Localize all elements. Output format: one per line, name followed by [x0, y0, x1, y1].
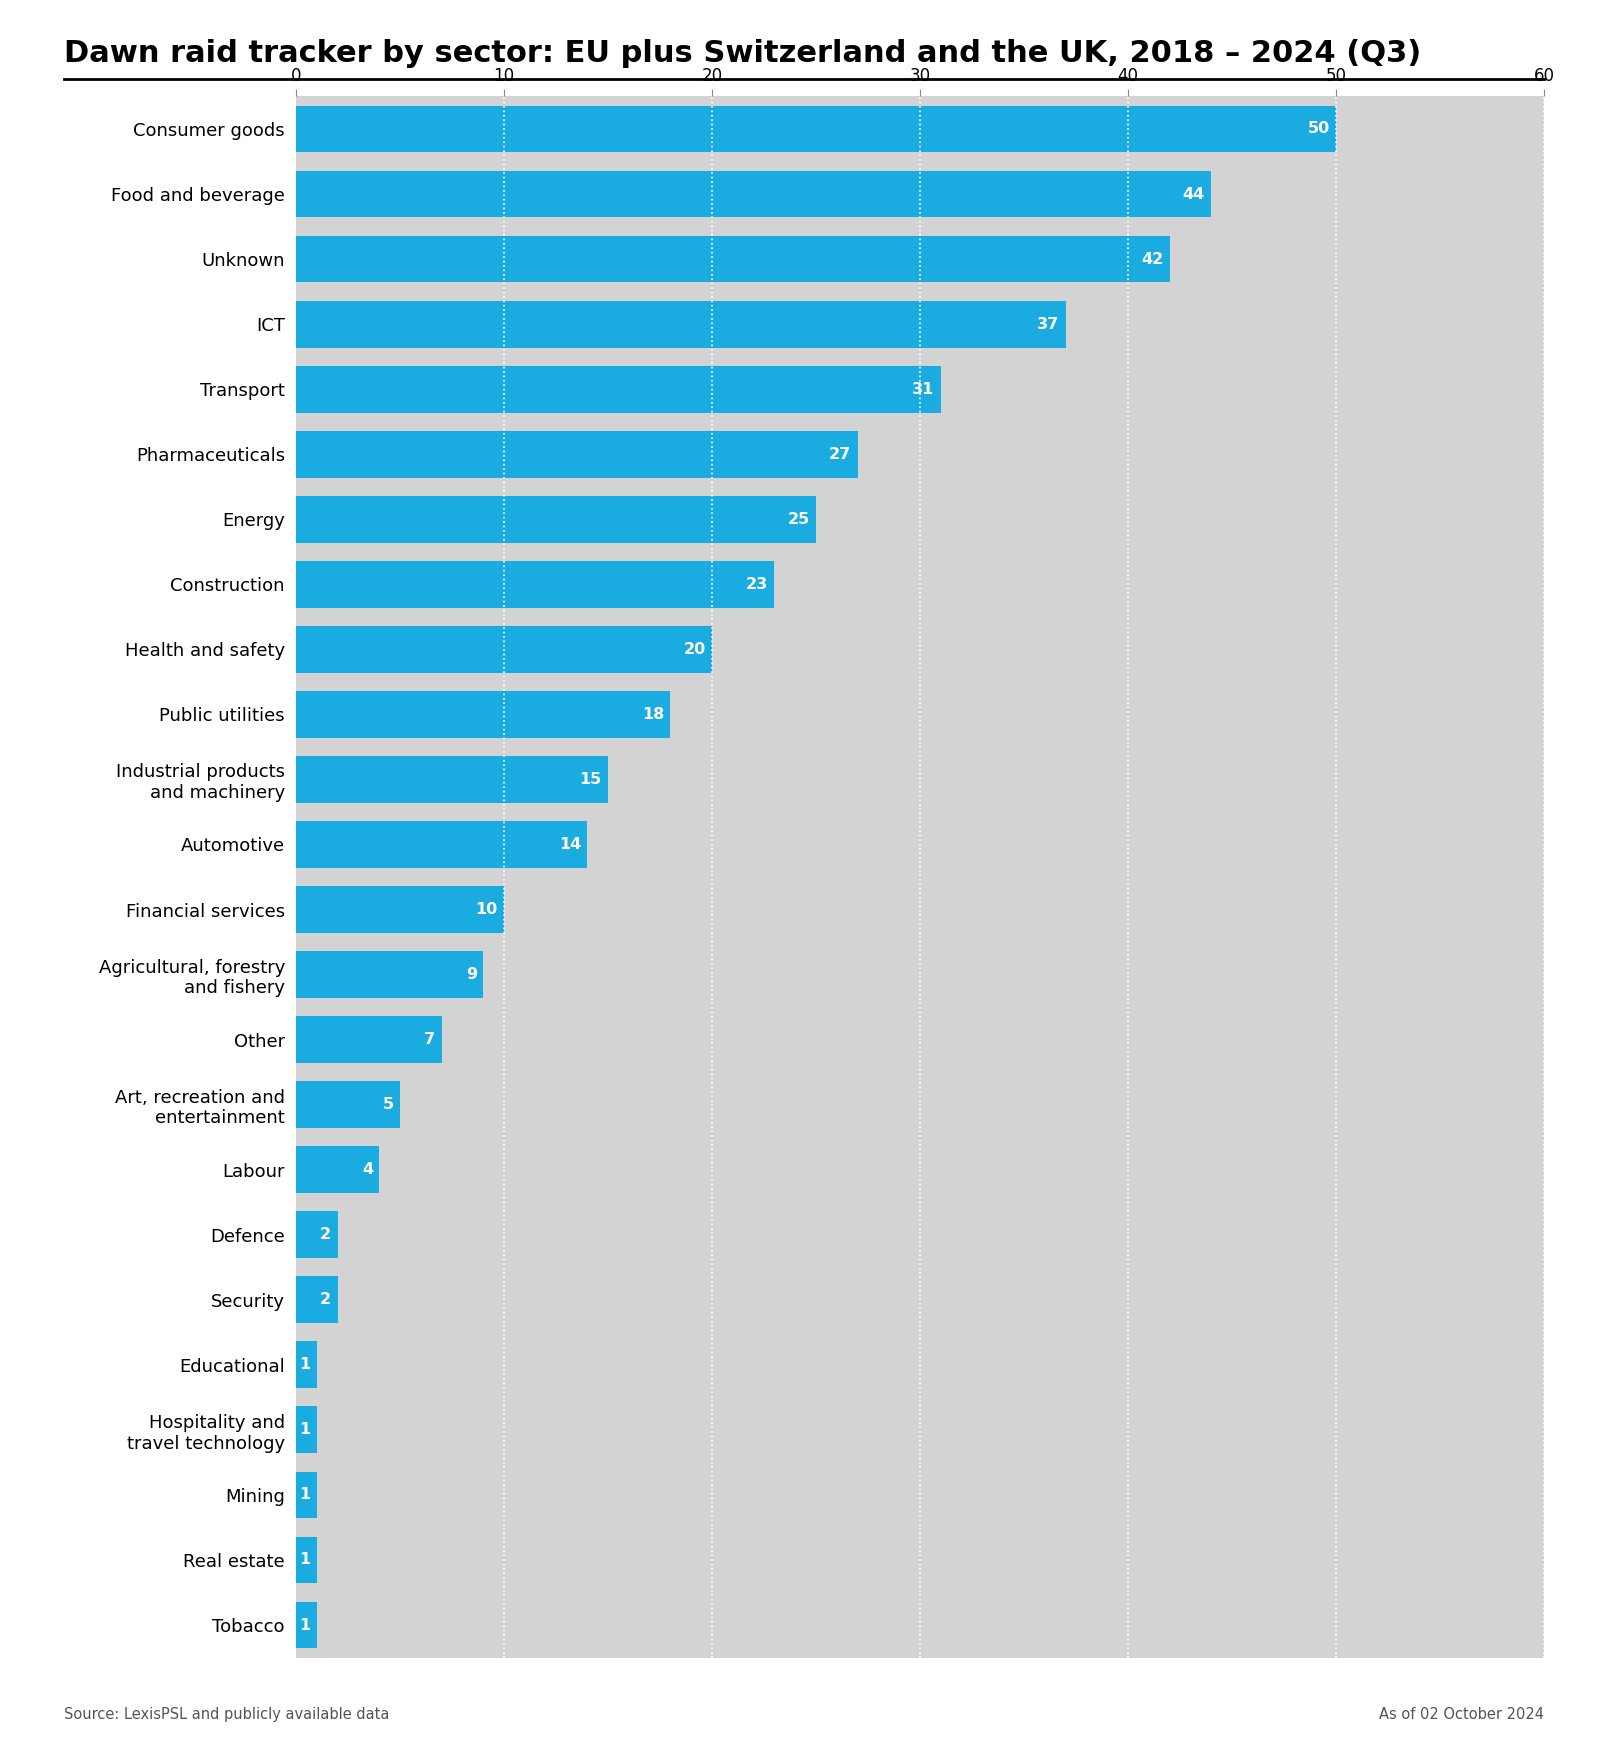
Bar — [296, 1593, 1544, 1658]
Text: 27: 27 — [829, 447, 851, 461]
Bar — [296, 1528, 1544, 1593]
Text: 2: 2 — [320, 1293, 331, 1307]
Bar — [296, 617, 1544, 682]
Bar — [296, 1266, 1544, 1333]
Text: 2: 2 — [320, 1228, 331, 1242]
Bar — [296, 105, 1336, 153]
Bar — [296, 161, 1544, 226]
Text: 1: 1 — [299, 1422, 310, 1437]
Text: 18: 18 — [642, 707, 664, 723]
Bar — [296, 356, 1544, 421]
Bar — [296, 553, 1544, 617]
Bar — [296, 942, 1544, 1007]
Bar — [296, 235, 1170, 282]
Bar — [296, 1472, 317, 1519]
Bar — [296, 1007, 1544, 1072]
Bar — [296, 1072, 1544, 1137]
Text: 1: 1 — [299, 1487, 310, 1503]
Text: 1: 1 — [299, 1552, 310, 1568]
Bar — [296, 291, 1544, 356]
Text: As of 02 October 2024: As of 02 October 2024 — [1379, 1707, 1544, 1722]
Bar — [296, 1342, 317, 1387]
Bar — [296, 1333, 1544, 1398]
Text: Dawn raid tracker by sector: EU plus Switzerland and the UK, 2018 – 2024 (Q3): Dawn raid tracker by sector: EU plus Swi… — [64, 39, 1421, 68]
Bar — [296, 1080, 400, 1128]
Bar — [296, 1463, 1544, 1528]
Bar — [296, 486, 1544, 553]
Text: 4: 4 — [362, 1163, 373, 1177]
Bar — [296, 1201, 1544, 1266]
Text: 37: 37 — [1037, 317, 1059, 332]
Bar — [296, 1147, 379, 1193]
Bar — [296, 1601, 317, 1649]
Text: 15: 15 — [579, 772, 602, 788]
Text: 7: 7 — [424, 1031, 435, 1047]
Bar — [296, 1407, 317, 1454]
Bar — [296, 756, 608, 803]
Text: 25: 25 — [787, 512, 810, 526]
Bar — [296, 1398, 1544, 1463]
Bar — [296, 682, 1544, 747]
Bar — [296, 821, 587, 868]
Text: 42: 42 — [1141, 251, 1163, 267]
Bar — [296, 812, 1544, 877]
Text: Source: LexisPSL and publicly available data: Source: LexisPSL and publicly available … — [64, 1707, 389, 1722]
Text: 10: 10 — [475, 902, 498, 917]
Bar — [296, 1016, 442, 1063]
Bar — [296, 877, 1544, 942]
Bar — [296, 496, 816, 542]
Bar — [296, 886, 504, 933]
Bar — [296, 421, 1544, 486]
Bar — [296, 1212, 338, 1258]
Text: 20: 20 — [683, 642, 706, 656]
Bar — [296, 951, 483, 998]
Bar — [296, 367, 941, 412]
Bar — [296, 170, 1211, 217]
Bar — [296, 691, 670, 738]
Bar — [296, 431, 858, 477]
Bar — [296, 626, 712, 674]
Bar — [296, 300, 1066, 347]
Text: 5: 5 — [382, 1098, 394, 1112]
Bar — [296, 1537, 317, 1584]
Bar — [296, 96, 1544, 161]
Bar — [296, 747, 1544, 812]
Bar — [296, 226, 1544, 291]
Bar — [296, 561, 774, 607]
Bar — [296, 1137, 1544, 1201]
Text: 9: 9 — [466, 966, 477, 982]
Text: 44: 44 — [1182, 186, 1205, 202]
Text: 1: 1 — [299, 1617, 310, 1633]
Text: 1: 1 — [299, 1358, 310, 1372]
Text: 31: 31 — [912, 382, 934, 396]
Text: 50: 50 — [1307, 121, 1330, 137]
Bar — [296, 1277, 338, 1323]
Text: 23: 23 — [746, 577, 768, 591]
Text: 14: 14 — [558, 837, 581, 852]
